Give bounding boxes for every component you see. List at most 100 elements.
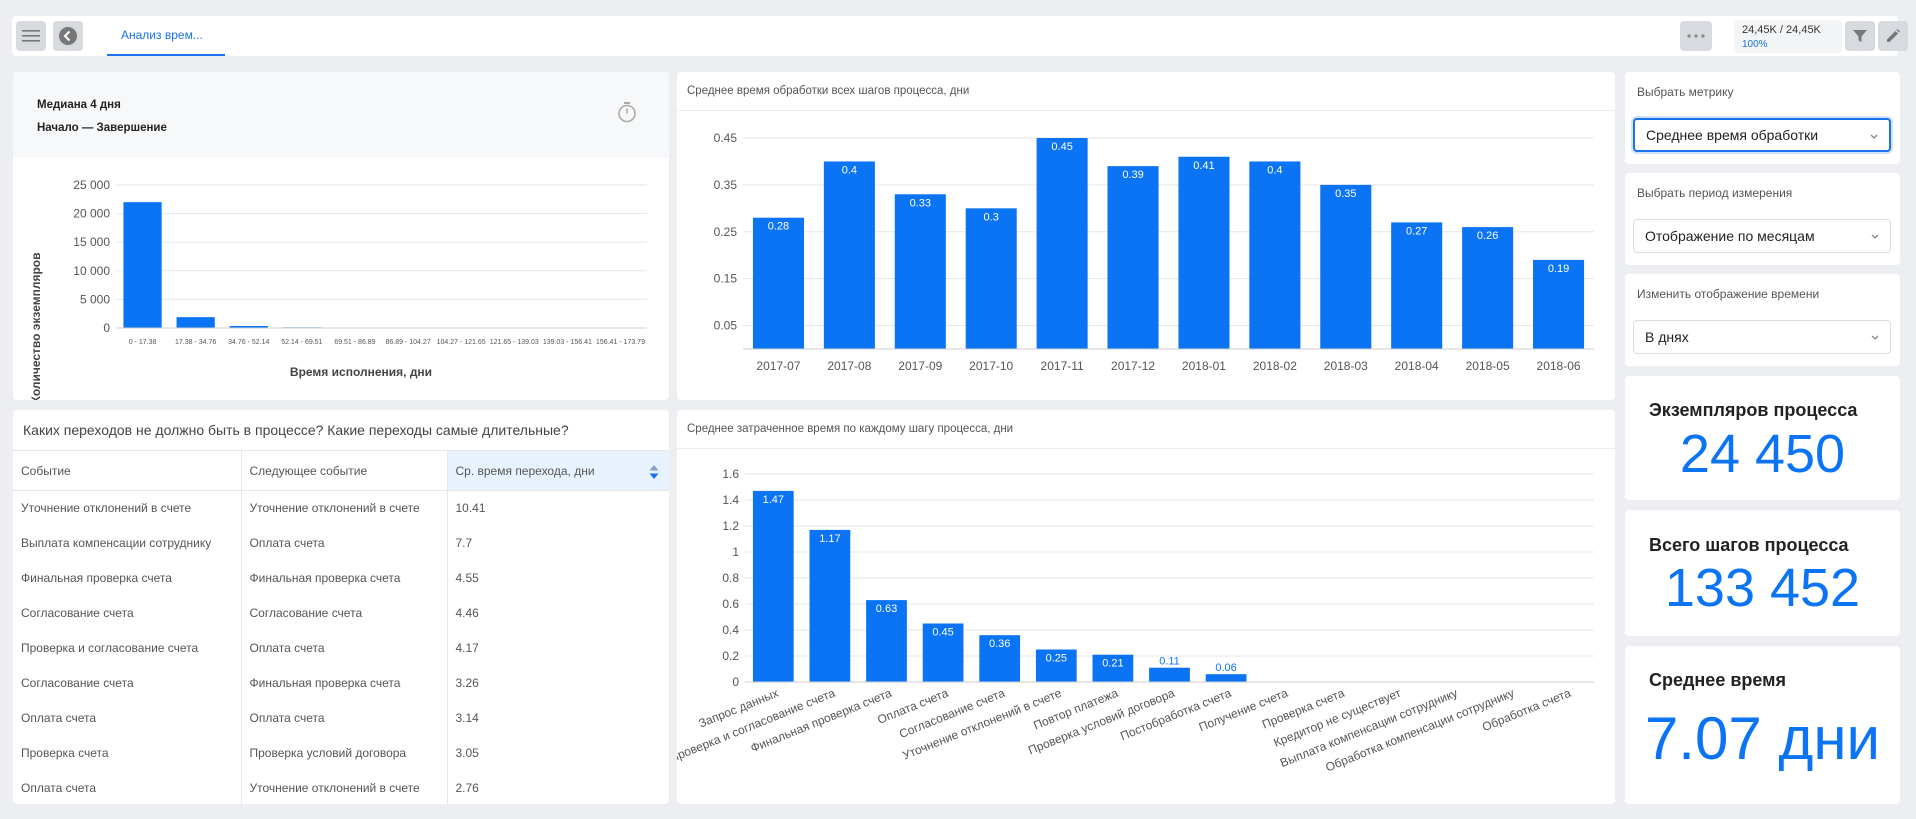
cell-next-event: Оплата счета xyxy=(240,630,447,666)
table-row[interactable]: Выплата компенсации сотруднику Оплата сче… xyxy=(13,525,669,561)
bar xyxy=(1035,649,1077,682)
data-label: 0.41 xyxy=(1193,160,1214,172)
x-tick-label: 34.76 - 52.14 xyxy=(228,339,269,346)
data-label: 0.33 xyxy=(910,197,931,209)
y-tick-label: 10 000 xyxy=(73,264,110,278)
kpi-steps-title: Всего шагов процесса xyxy=(1649,535,1849,555)
filter-button[interactable] xyxy=(1845,21,1875,51)
bar xyxy=(809,529,851,682)
stopwatch-icon[interactable] xyxy=(617,101,637,128)
monthly-chart-panel: Среднее время обработки всех шагов проце… xyxy=(677,72,1615,400)
more-button[interactable] xyxy=(1680,21,1712,51)
menu-icon xyxy=(22,29,40,43)
data-label: 0.39 xyxy=(1122,169,1143,181)
y-tick-label: 0.35 xyxy=(714,178,738,192)
filter-icon xyxy=(1852,28,1868,44)
monthly-chart-title: Среднее время обработки всех шагов проце… xyxy=(687,85,970,97)
x-tick-label: 2018-03 xyxy=(1324,359,1368,373)
cell-event: Оплата счета xyxy=(21,781,97,795)
data-label: 0.11 xyxy=(1159,656,1180,668)
y-tick-label: 1 xyxy=(732,545,739,559)
period-select[interactable]: Отображение по месяцам xyxy=(1633,219,1891,253)
chevron-down-icon xyxy=(1870,229,1880,245)
edit-button[interactable] xyxy=(1878,21,1908,51)
cell-event: Проверка счета xyxy=(21,746,109,760)
bar xyxy=(1036,138,1088,349)
y-tick-label: 0.6 xyxy=(722,597,739,611)
histogram-y-label: Количество экземпляров xyxy=(29,252,43,400)
table-row[interactable]: Проверка счета Проверка условий договора 3… xyxy=(13,735,669,771)
table-row[interactable]: Проверка и согласование счета Оплата счет… xyxy=(13,630,669,666)
y-tick-label: 0.25 xyxy=(714,225,738,239)
column-header-next-event[interactable]: Следующее событие xyxy=(240,450,447,491)
data-label: 0.36 xyxy=(989,638,1010,650)
y-tick-label: 0 xyxy=(103,321,110,335)
metric-select-value: Среднее время обработки xyxy=(1646,127,1819,143)
data-label: 0.45 xyxy=(932,627,953,639)
x-tick-label: 2017-12 xyxy=(1111,359,1155,373)
transitions-panel: Каких переходов не должно быть в процесс… xyxy=(13,410,669,804)
y-tick-label: 0 xyxy=(732,675,739,689)
bar xyxy=(1092,654,1134,682)
y-tick-label: 15 000 xyxy=(73,235,110,249)
x-tick-label: 2017-09 xyxy=(898,359,942,373)
menu-button[interactable] xyxy=(16,21,46,51)
histogram-x-label: Время исполнения, дни xyxy=(290,365,432,379)
bar xyxy=(1391,222,1443,349)
table-row[interactable]: Финальная проверка счета Финальная провер… xyxy=(13,560,669,596)
period-filter-label: Выбрать период измерения xyxy=(1637,186,1793,200)
data-label: 0.26 xyxy=(1477,230,1498,242)
table-row[interactable]: Оплата счета Уточнение отклонений в счете… xyxy=(13,770,669,804)
data-label: 0.35 xyxy=(1335,188,1356,200)
data-label: 0.3 xyxy=(984,211,999,223)
metric-select[interactable]: Среднее время обработки xyxy=(1633,118,1891,152)
time-select-value: В днях xyxy=(1645,329,1689,345)
table-row[interactable]: Согласование счета Согласование счета 4.46 xyxy=(13,595,669,631)
data-label: 0.25 xyxy=(1046,653,1067,665)
x-tick-label: 104.27 - 121.65 xyxy=(437,339,486,346)
x-tick-label: 139.03 - 156.41 xyxy=(543,339,592,346)
x-tick-label: 2018-06 xyxy=(1537,359,1581,373)
chevron-down-icon xyxy=(1869,129,1879,145)
x-tick-label: 2018-05 xyxy=(1466,359,1510,373)
y-tick-label: 0.2 xyxy=(722,649,739,663)
column-header-avg-time[interactable]: Ср. время перехода, дни xyxy=(446,450,669,491)
sort-icon[interactable] xyxy=(649,464,659,483)
time-filter-panel: Изменить отображение времени В днях xyxy=(1625,274,1900,366)
y-tick-label: 0.4 xyxy=(722,623,739,637)
column-header-event[interactable]: Событие xyxy=(13,450,241,491)
table-row[interactable]: Согласование счета Финальная проверка сче… xyxy=(13,665,669,701)
y-tick-label: 20 000 xyxy=(73,207,110,221)
capacity-value: 24,45K / 24,45K xyxy=(1742,24,1821,36)
steps-chart-title: Среднее затраченное время по каждому шаг… xyxy=(687,423,1014,435)
cell-avg-time: 4.17 xyxy=(446,630,669,666)
metric-filter-panel: Выбрать метрику Среднее время обработки xyxy=(1625,72,1900,164)
bar xyxy=(1533,259,1585,349)
x-tick-label: 156.41 - 173.79 xyxy=(596,339,645,346)
data-label: 0.27 xyxy=(1406,225,1427,237)
kpi-instances-title: Экземпляров процесса xyxy=(1649,400,1858,420)
cell-next-event: Оплата счета xyxy=(240,700,447,736)
data-label: 0.63 xyxy=(876,603,897,615)
tab-analysis[interactable]: Анализ врем... xyxy=(107,16,225,56)
time-select[interactable]: В днях xyxy=(1633,320,1891,354)
table-row[interactable]: Уточнение отклонений в счете Уточнение от… xyxy=(13,490,669,526)
x-tick-label: 69.51 - 86.89 xyxy=(334,339,375,346)
bar xyxy=(866,600,907,682)
table-row[interactable]: Оплата счета Оплата счета 3.14 xyxy=(13,700,669,736)
y-tick-label: 0.05 xyxy=(714,319,738,333)
bar xyxy=(894,194,946,349)
kpi-steps-card: Всего шагов процесса 133 452 xyxy=(1625,510,1900,636)
back-button[interactable] xyxy=(53,21,83,51)
time-filter-label: Изменить отображение времени xyxy=(1637,287,1820,301)
histogram-header xyxy=(13,72,669,158)
cell-event: Уточнение отклонений в счете xyxy=(21,501,192,516)
edit-icon xyxy=(1885,28,1901,44)
cell-avg-time: 3.26 xyxy=(446,665,669,701)
steps-chart-panel: Среднее затраченное время по каждому шаг… xyxy=(677,410,1615,804)
kpi-steps-value: 133 452 xyxy=(1664,558,1861,618)
period-select-value: Отображение по месяцам xyxy=(1645,228,1815,244)
cell-event: Оплата счета xyxy=(21,711,97,725)
capacity-percent: 100% xyxy=(1742,39,1768,50)
